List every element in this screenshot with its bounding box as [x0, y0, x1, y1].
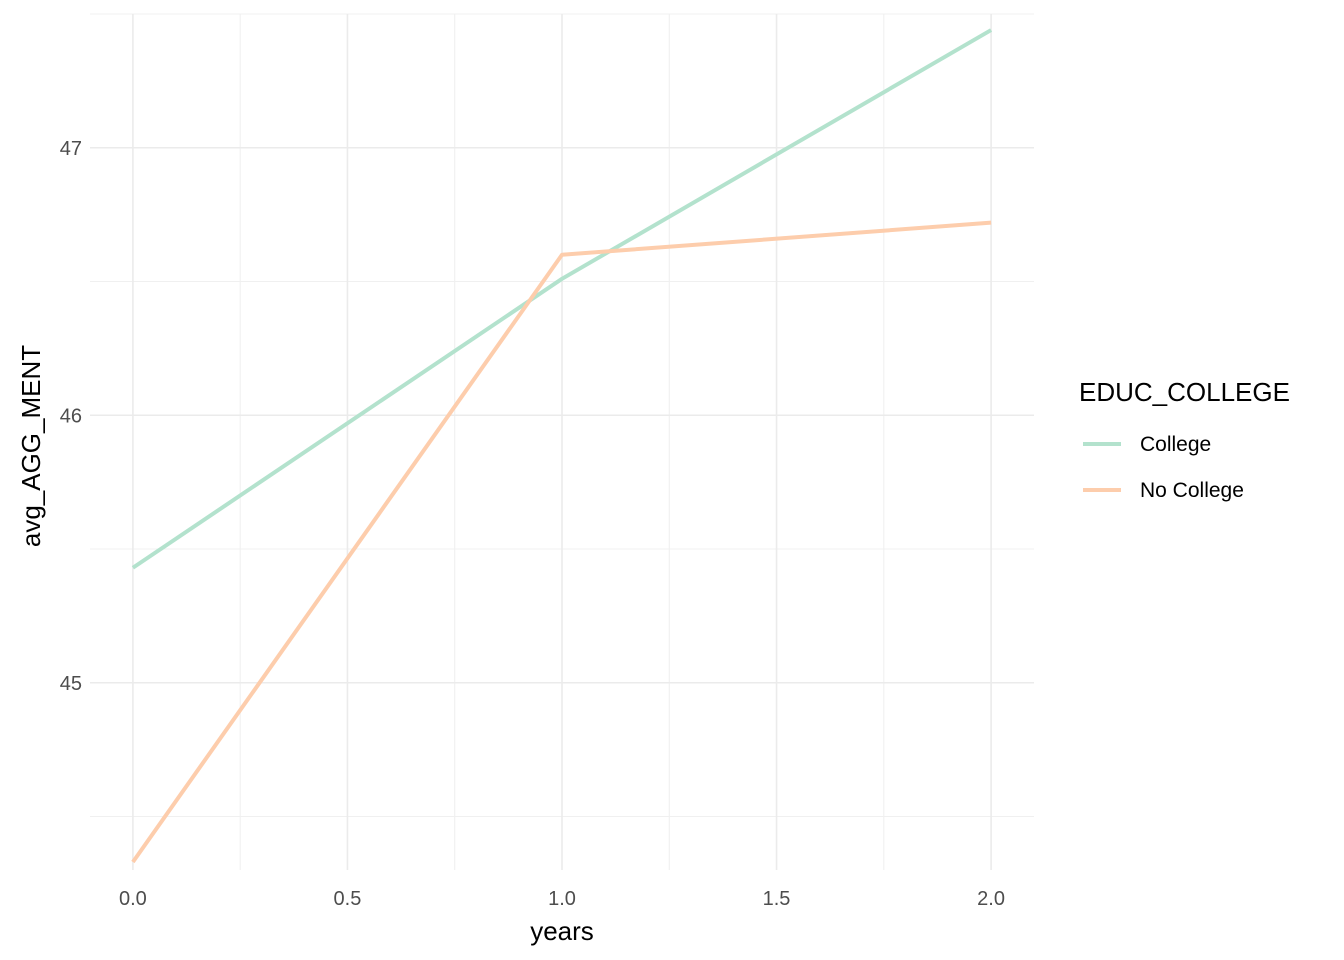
y-tick-label: 46 — [60, 405, 82, 427]
series-lines — [131, 28, 993, 864]
legend-label-college: College — [1140, 433, 1211, 456]
x-tick-label: 0.5 — [334, 888, 362, 910]
x-tick-label: 1.0 — [548, 888, 576, 910]
x-tick-label: 1.5 — [763, 888, 791, 910]
x-tick-label: 2.0 — [977, 888, 1005, 910]
series-line-no-college — [131, 220, 992, 864]
y-axis-title: avg_AGG_MENT — [16, 345, 46, 547]
x-tick-label: 0.0 — [119, 888, 147, 910]
series-line-college — [131, 28, 993, 570]
major-gridlines — [90, 14, 1034, 870]
y-tick-label: 47 — [60, 138, 82, 160]
x-axis-title: years — [530, 916, 594, 946]
legend: EDUC_COLLEGE College No College — [1079, 377, 1290, 502]
legend-label-no-college: No College — [1140, 479, 1244, 502]
y-tick-label: 45 — [60, 673, 82, 695]
legend-title: EDUC_COLLEGE — [1079, 377, 1290, 407]
y-axis-ticks: 45 46 47 — [60, 138, 82, 695]
x-axis-ticks: 0.0 0.5 1.0 1.5 2.0 — [119, 888, 1005, 910]
